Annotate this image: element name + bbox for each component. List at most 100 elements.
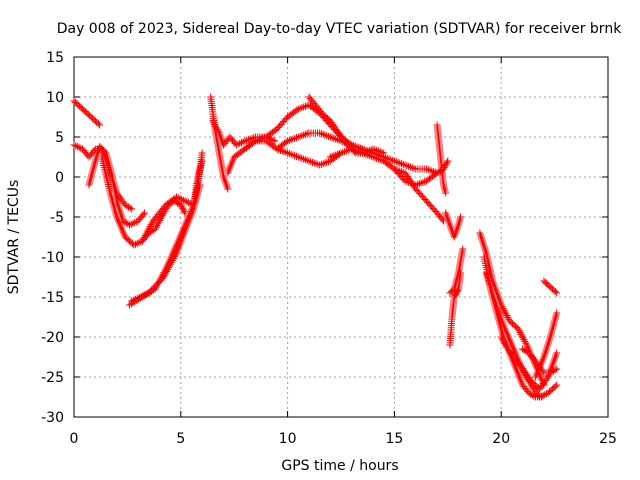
data-point	[323, 132, 331, 140]
series-track-c	[85, 143, 148, 229]
data-point	[319, 160, 327, 168]
data-point	[410, 164, 418, 172]
data-point	[213, 126, 221, 134]
data-points	[70, 93, 561, 401]
data-point	[178, 203, 186, 211]
data-point	[321, 131, 329, 139]
data-point	[139, 211, 147, 219]
data-point	[174, 194, 182, 202]
series-track-ab	[540, 277, 561, 297]
data-point	[128, 205, 136, 213]
data-point	[333, 136, 341, 144]
data-point	[152, 223, 160, 231]
data-point	[353, 143, 361, 151]
data-point	[298, 104, 306, 112]
data-point	[348, 141, 356, 149]
data-point	[179, 204, 187, 212]
series-track-k	[241, 101, 356, 153]
data-point	[294, 153, 302, 161]
data-point	[344, 146, 352, 154]
data-point	[310, 159, 318, 167]
data-point	[243, 136, 251, 144]
data-point	[537, 392, 545, 400]
data-point	[364, 147, 372, 155]
data-point	[101, 148, 109, 156]
data-point	[419, 178, 427, 186]
data-point	[131, 219, 139, 227]
data-point	[520, 336, 528, 344]
series-track-aa	[531, 309, 561, 381]
data-point	[424, 166, 432, 174]
data-point	[173, 193, 181, 201]
data-point	[291, 152, 299, 160]
data-point	[516, 329, 524, 337]
data-point	[213, 124, 221, 132]
data-point	[414, 180, 422, 188]
data-point	[70, 141, 78, 149]
data-point	[328, 152, 336, 160]
data-point	[355, 144, 363, 152]
data-point	[285, 150, 293, 158]
data-point	[330, 152, 338, 160]
data-point	[499, 336, 507, 344]
data-point	[325, 132, 333, 140]
data-point	[126, 204, 134, 212]
data-point	[401, 177, 409, 185]
data-point	[127, 220, 135, 228]
data-point	[287, 150, 295, 158]
data-point	[237, 139, 245, 147]
data-point	[301, 130, 309, 138]
data-point	[181, 197, 189, 205]
data-point	[280, 148, 288, 156]
data-point	[409, 181, 417, 189]
series-track-e	[138, 197, 189, 245]
data-point	[380, 153, 388, 161]
grid-lines	[74, 57, 608, 417]
data-point	[146, 287, 154, 295]
data-point	[332, 135, 340, 143]
series-track-g	[128, 181, 204, 305]
x-tick-label: 20	[492, 431, 510, 447]
data-point	[253, 136, 261, 144]
data-point	[518, 332, 526, 340]
data-point	[517, 330, 525, 338]
x-tick-label: 25	[599, 431, 617, 447]
data-point	[389, 156, 397, 164]
data-point	[398, 168, 406, 176]
data-point	[250, 138, 258, 146]
data-point	[374, 151, 382, 159]
data-point	[387, 156, 395, 164]
data-point	[183, 198, 191, 206]
data-point	[259, 134, 267, 142]
data-point	[394, 166, 402, 174]
data-point	[316, 161, 324, 169]
y-tick-label: 0	[55, 170, 64, 186]
data-point	[421, 178, 429, 186]
data-point	[383, 154, 391, 162]
data-point	[300, 155, 308, 163]
data-point	[333, 150, 341, 158]
data-point	[403, 173, 411, 181]
data-point	[161, 206, 169, 214]
data-point	[358, 145, 366, 153]
data-point	[130, 241, 138, 249]
data-point	[96, 121, 104, 129]
data-point	[365, 148, 373, 156]
y-tick-label: -25	[41, 370, 64, 386]
data-point	[284, 137, 292, 145]
data-point	[132, 240, 140, 248]
data-point	[337, 149, 345, 157]
data-point	[177, 201, 185, 209]
data-point	[398, 160, 406, 168]
data-point	[234, 140, 242, 148]
data-point	[553, 365, 561, 373]
data-point	[294, 133, 302, 141]
data-point	[285, 136, 293, 144]
data-point	[155, 278, 163, 286]
data-point	[551, 366, 559, 374]
data-point	[94, 120, 102, 128]
data-point	[551, 382, 559, 390]
data-point	[129, 219, 137, 227]
data-point	[296, 132, 304, 140]
